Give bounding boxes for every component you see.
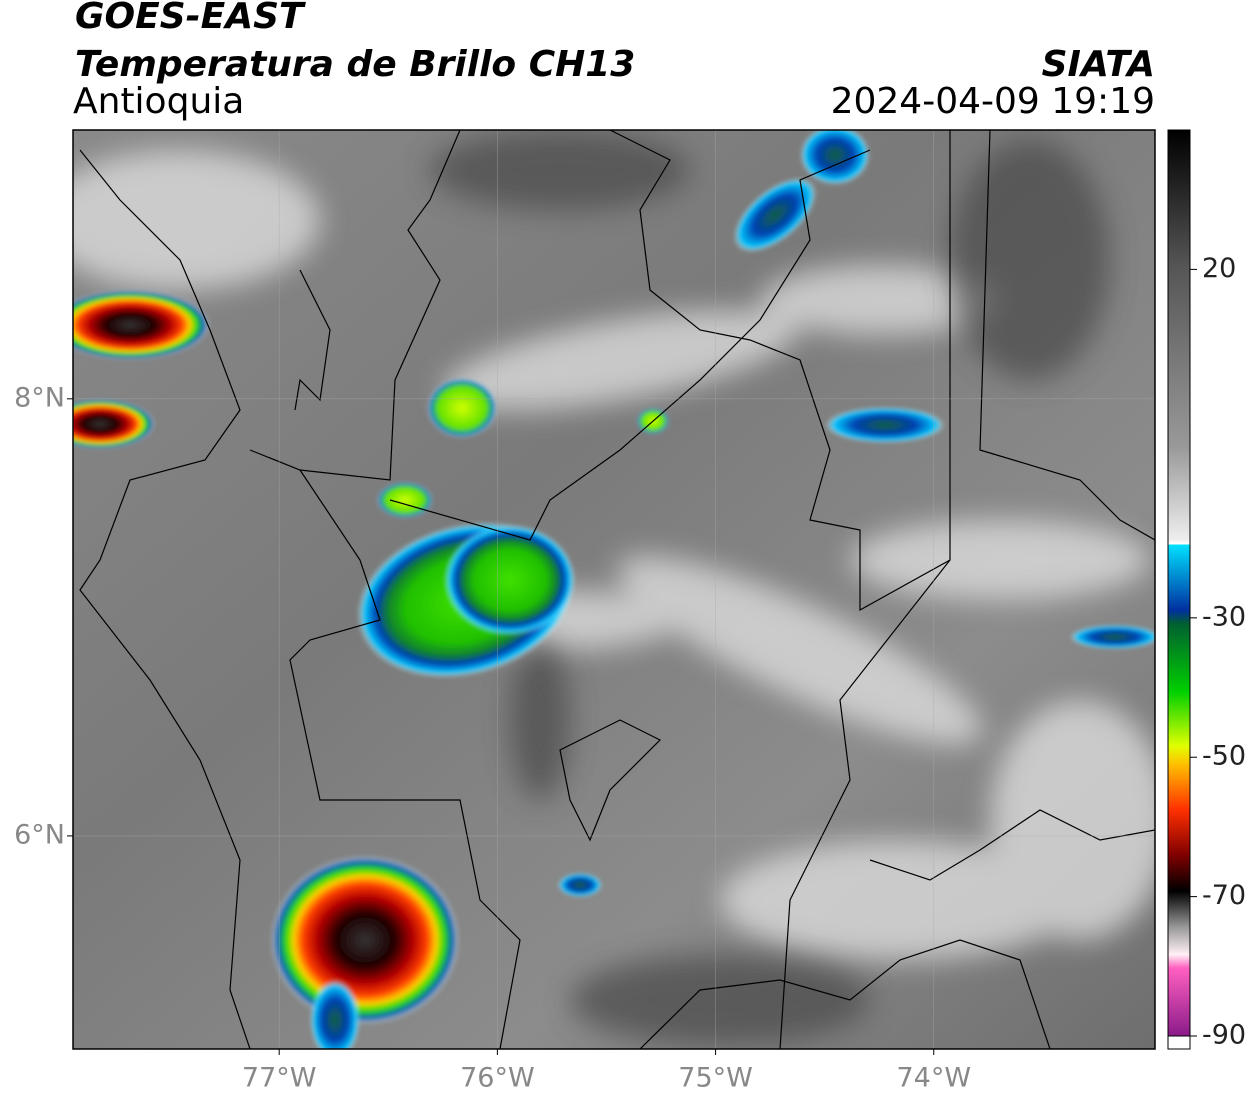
colorbar-tick-label: -90: [1202, 1020, 1246, 1051]
x-tick-label: 77°W: [242, 1063, 317, 1094]
source: SIATA: [1042, 44, 1155, 85]
subtitle: Temperatura de Brillo CH13: [75, 44, 635, 85]
colorbar-under: [1167, 1035, 1191, 1050]
colorbar-tick-label: -70: [1202, 880, 1246, 911]
y-tick-label: 8°N: [14, 382, 65, 413]
region: Antioquia: [73, 81, 244, 122]
datetime: 2024-04-09 19:19: [831, 81, 1155, 122]
colorbar-tick-label: -30: [1202, 601, 1246, 632]
title: GOES-EAST: [75, 0, 306, 37]
colorbar-tick-label: -50: [1202, 741, 1246, 772]
y-tick-label: 6°N: [14, 819, 65, 850]
satellite-image: [73, 130, 1155, 1049]
colorbar: [1167, 129, 1191, 1037]
x-tick-label: 74°W: [896, 1063, 971, 1094]
colorbar-tick-label: 20: [1202, 253, 1236, 284]
map-frame: [72, 129, 1156, 1050]
x-tick-label: 75°W: [678, 1063, 753, 1094]
x-tick-label: 76°W: [460, 1063, 535, 1094]
